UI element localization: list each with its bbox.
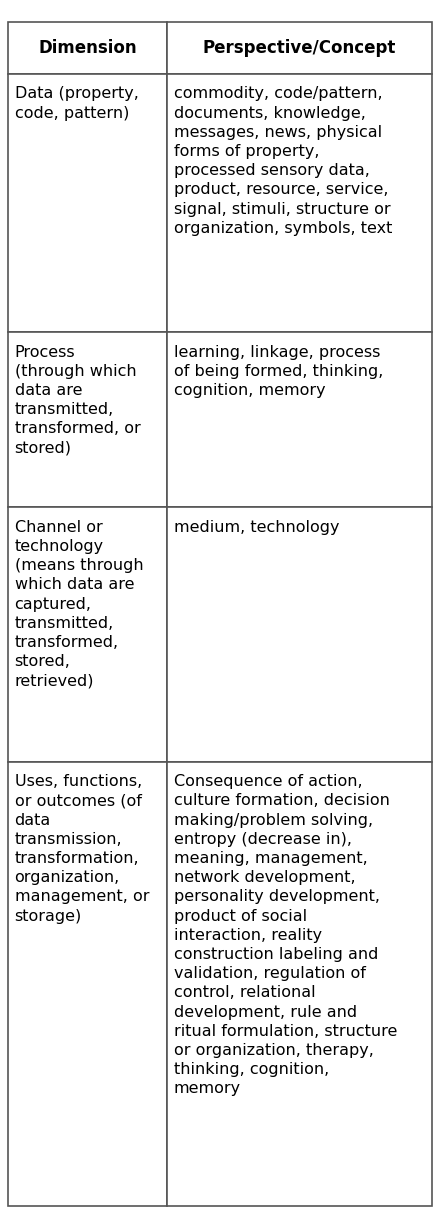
Text: Uses, functions,
or outcomes (of
data
transmission,
transformation,
organization: Uses, functions, or outcomes (of data tr…	[15, 775, 149, 923]
Text: commodity, code/pattern,
documents, knowledge,
messages, news, physical
forms of: commodity, code/pattern, documents, know…	[174, 86, 392, 236]
FancyBboxPatch shape	[8, 507, 167, 761]
FancyBboxPatch shape	[167, 74, 432, 333]
FancyBboxPatch shape	[167, 761, 432, 1206]
Text: Data (property,
code, pattern): Data (property, code, pattern)	[15, 86, 139, 120]
FancyBboxPatch shape	[167, 22, 432, 74]
Text: Dimension: Dimension	[38, 39, 137, 58]
FancyBboxPatch shape	[8, 22, 167, 74]
FancyBboxPatch shape	[167, 333, 432, 507]
FancyBboxPatch shape	[8, 761, 167, 1206]
Text: learning, linkage, process
of being formed, thinking,
cognition, memory: learning, linkage, process of being form…	[174, 345, 383, 398]
Text: Process
(through which
data are
transmitted,
transformed, or
stored): Process (through which data are transmit…	[15, 345, 140, 456]
FancyBboxPatch shape	[8, 333, 167, 507]
Text: Perspective/Concept: Perspective/Concept	[203, 39, 396, 58]
Text: Consequence of action,
culture formation, decision
making/problem solving,
entro: Consequence of action, culture formation…	[174, 775, 397, 1097]
FancyBboxPatch shape	[8, 74, 167, 333]
FancyBboxPatch shape	[167, 507, 432, 761]
Text: medium, technology: medium, technology	[174, 519, 339, 534]
Text: Channel or
technology
(means through
which data are
captured,
transmitted,
trans: Channel or technology (means through whi…	[15, 519, 143, 689]
